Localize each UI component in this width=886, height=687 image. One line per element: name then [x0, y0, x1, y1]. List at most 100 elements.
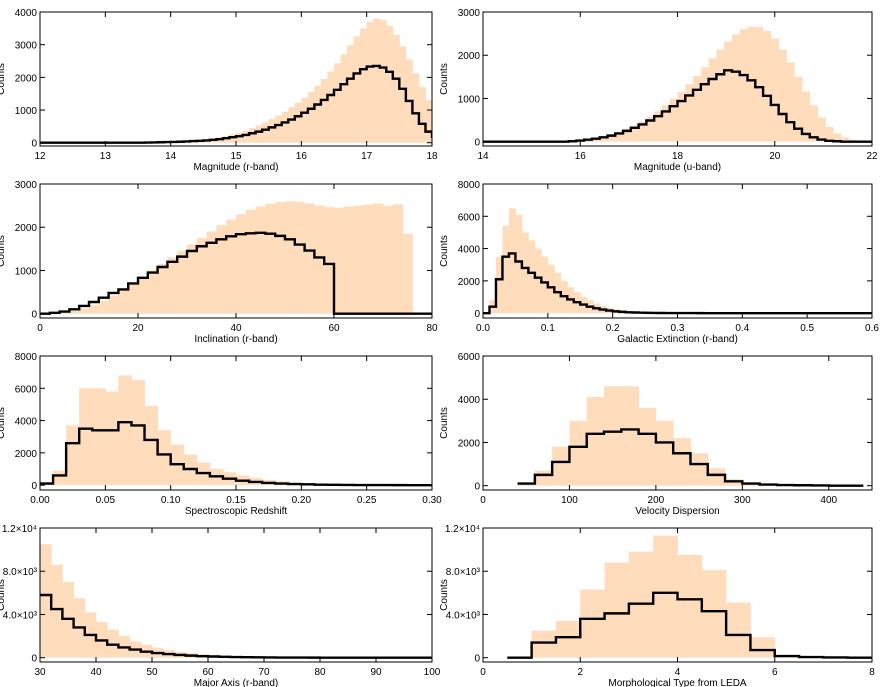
- plot-area: [483, 208, 872, 315]
- histogram-panel-2: 14 16 18 20 22 0 1000 2000 3000 Magnitude (u-band…: [439, 8, 878, 173]
- bar-all-galaxies: [157, 263, 168, 314]
- histogram-panel-8: 0 2 4 6 8 0 4.0×10³ 8.0×10³ 1.2×10⁴ Morphological…: [439, 524, 875, 687]
- bar-all-galaxies: [304, 203, 315, 314]
- y-tick-label: 0: [31, 139, 37, 150]
- bar-all-galaxies: [314, 85, 322, 143]
- bar-all-galaxies: [690, 453, 709, 486]
- bar-all-galaxies: [739, 29, 748, 142]
- bar-all-galaxies: [630, 125, 639, 142]
- y-tick-label: 2000: [15, 449, 38, 460]
- bar-all-galaxies: [445, 128, 452, 143]
- bar-all-galaxies: [265, 203, 276, 314]
- x-tick-label: 16: [575, 151, 587, 162]
- y-tick-label: 0: [474, 482, 480, 493]
- bar-all-galaxies: [452, 133, 459, 142]
- y-tick-label: 4000: [458, 245, 481, 256]
- bar-all-galaxies: [669, 98, 678, 142]
- x-axis-label: Spectroscopic Redshift: [185, 506, 287, 517]
- y-tick-label: 3000: [458, 8, 481, 19]
- bar-all-galaxies: [167, 257, 178, 314]
- x-tick-label: 0.00: [30, 495, 50, 506]
- x-tick-label: 2: [577, 667, 583, 678]
- bar-all-galaxies: [521, 232, 529, 314]
- bar-all-galaxies: [79, 388, 93, 486]
- y-tick-label: 1000: [15, 106, 38, 117]
- bar-all-galaxies: [222, 136, 230, 143]
- bar-all-galaxies: [131, 380, 145, 486]
- bar-all-galaxies: [555, 620, 581, 658]
- axes-frame: [482, 355, 873, 491]
- bar-all-galaxies: [677, 91, 686, 142]
- x-tick-label: 100: [561, 495, 578, 506]
- histogram-panel-4: 0.0 0.1 0.2 0.3 0.4 0.5 0.6 0 2000 4000 6000 8000 Ga…: [439, 180, 879, 345]
- bar-all-galaxies: [778, 49, 787, 142]
- plot-area: [40, 18, 459, 144]
- bar-all-galaxies: [661, 105, 671, 142]
- bar-all-galaxies: [320, 79, 328, 143]
- bar-all-galaxies: [353, 36, 361, 143]
- x-tick-label: 14: [477, 151, 489, 162]
- x-tick-label: 8: [869, 667, 875, 678]
- bar-all-galaxies: [262, 122, 270, 143]
- y-tick-label: 8.0×10³: [3, 567, 38, 578]
- bar-all-galaxies: [750, 637, 776, 658]
- x-tick-label: 80: [426, 323, 438, 334]
- bar-all-galaxies: [833, 133, 842, 142]
- bar-all-galaxies: [392, 204, 403, 314]
- x-tick-label: 400: [820, 495, 837, 506]
- y-tick-label: 1000: [458, 94, 481, 105]
- bar-all-galaxies: [646, 116, 655, 142]
- bar-all-galaxies: [809, 105, 818, 142]
- plot-area: [517, 386, 864, 487]
- x-tick-label: 90: [370, 667, 382, 678]
- y-tick-label: 8000: [15, 352, 38, 363]
- x-axis-label: Velocity Dispersion: [635, 506, 719, 517]
- x-tick-label: 40: [230, 323, 242, 334]
- bar-all-galaxies: [242, 130, 250, 143]
- bar-all-galaxies: [157, 430, 172, 486]
- step-line-subsample: [40, 64, 432, 144]
- y-tick-label: 2000: [15, 73, 38, 84]
- bar-all-galaxies: [366, 21, 374, 143]
- bar-all-galaxies: [418, 87, 426, 143]
- step-line-subsample: [517, 428, 864, 487]
- bar-all-galaxies: [294, 202, 305, 314]
- y-axis-label: Counts: [0, 235, 7, 267]
- bar-all-galaxies: [324, 206, 335, 314]
- x-tick-label: 12: [34, 151, 46, 162]
- bar-all-galaxies: [604, 386, 622, 486]
- histogram-panel-1: 12 13 14 15 16 17 18 0 1000 2000 3000 4000 Magnitude…: [0, 8, 459, 173]
- x-axis-label: Magnitude (u-band): [634, 162, 721, 173]
- bar-all-galaxies: [655, 420, 674, 486]
- bar-all-galaxies: [701, 570, 727, 658]
- x-tick-label: 0.5: [800, 323, 814, 334]
- bar-all-galaxies: [552, 446, 570, 486]
- bar-all-galaxies: [275, 115, 283, 143]
- x-tick-label: 0: [480, 495, 486, 506]
- bar-all-galaxies: [343, 206, 354, 314]
- bar-all-galaxies: [726, 602, 751, 658]
- bar-all-galaxies: [638, 121, 647, 142]
- y-tick-label: 6000: [458, 352, 481, 363]
- x-tick-label: 17: [361, 151, 373, 162]
- bar-all-galaxies: [255, 125, 263, 143]
- y-tick-label: 8.0×10³: [446, 567, 481, 578]
- bar-all-galaxies: [623, 128, 632, 142]
- bar-all-galaxies: [353, 205, 364, 314]
- step-line-subsample: [40, 231, 432, 315]
- bar-all-galaxies: [586, 397, 605, 486]
- x-tick-label: 0.10: [161, 495, 181, 506]
- x-tick-label: 0.05: [96, 495, 116, 506]
- x-tick-label: 100: [424, 667, 441, 678]
- bar-all-galaxies: [118, 375, 132, 486]
- bar-all-galaxies: [108, 295, 119, 314]
- y-tick-label: 3000: [15, 180, 38, 191]
- bar-all-galaxies: [534, 248, 542, 314]
- bar-all-galaxies: [801, 91, 811, 142]
- bar-all-galaxies: [794, 76, 803, 142]
- x-tick-label: 70: [258, 667, 270, 678]
- y-tick-label: 2000: [15, 223, 38, 234]
- bar-all-galaxies: [770, 38, 780, 142]
- bar-all-galaxies: [379, 20, 387, 143]
